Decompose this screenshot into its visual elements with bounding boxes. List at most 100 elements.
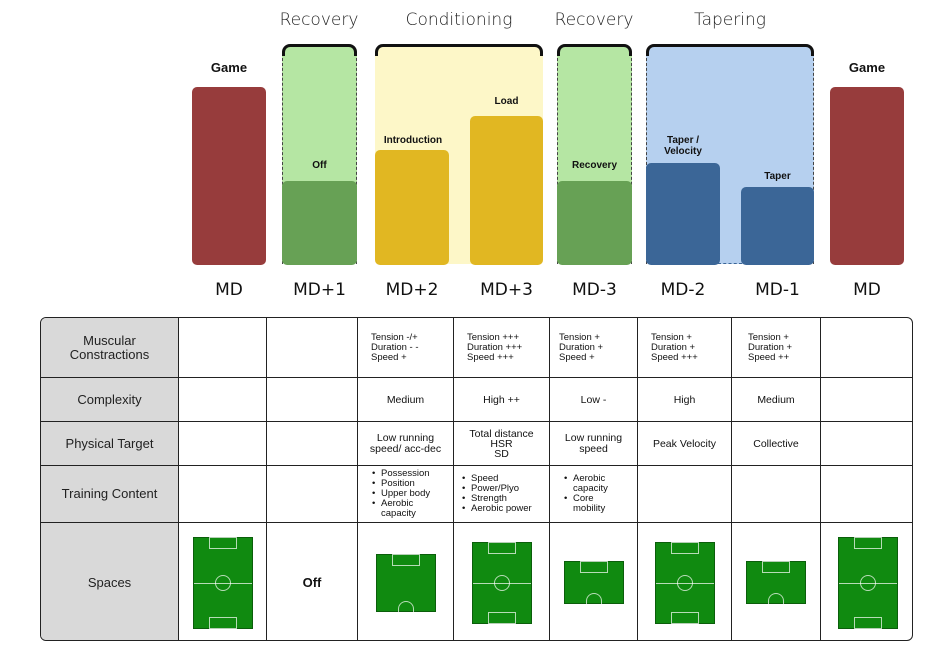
physical-md3-line: Total distance	[469, 427, 534, 440]
cell-physical-md-plus-2: Low running speed/ acc-dec	[358, 422, 454, 465]
pitch-box-top	[670, 541, 699, 554]
training-item-text: capacity	[381, 508, 416, 519]
bar-label-off: Off	[312, 160, 327, 171]
physical-md2-line: Low running	[376, 431, 435, 444]
training-item-continuation: capacity	[573, 483, 608, 494]
pitch-center-circle	[676, 574, 693, 591]
pitch-box-bottom	[487, 611, 516, 624]
pitch-box-bottom	[670, 611, 699, 624]
cell-physical-md-end	[821, 422, 912, 465]
training-item: Speed	[462, 474, 532, 485]
row-header-complexity: Complexity	[41, 378, 179, 421]
muscular-mdm3-line: Speed +	[559, 351, 595, 363]
training-item: Aerobic	[564, 474, 608, 485]
muscular-md3-line: Duration +++	[467, 341, 523, 353]
cell-complexity-md-plus-3: High ++	[454, 378, 550, 421]
game-bar-left	[192, 87, 266, 265]
cell-complexity-md-minus-1: Medium	[732, 378, 821, 421]
training-item: Power/Plyo	[462, 484, 532, 495]
cell-muscular-md-minus-3: Tension + Duration + Speed +	[550, 318, 638, 377]
muscular-mdm1-line: Tension +	[748, 331, 789, 343]
bar-label-taper-velocity: Taper / Velocity	[646, 135, 720, 157]
phase-bracket-conditioning	[375, 44, 543, 56]
row-header-physical: Physical Target	[41, 422, 179, 465]
dashed-edge	[557, 58, 558, 264]
row-header-muscular-line1: Muscular	[83, 332, 136, 348]
pitch-box-top	[853, 536, 882, 549]
cell-complexity-md	[179, 378, 267, 421]
cell-muscular-md-plus-2: Tension -/+ Duration - - Speed +	[358, 318, 454, 377]
dashed-edge	[356, 58, 357, 264]
pitch-box-bottom	[853, 616, 882, 629]
cell-muscular-md	[179, 318, 267, 377]
cell-training-md-end	[821, 466, 912, 522]
pitch-center-circle	[768, 593, 784, 609]
table-row-complexity: Complexity Medium High ++ Low - High Med…	[41, 377, 912, 421]
cell-spaces-md	[179, 523, 267, 640]
muscular-mdm3-line: Tension +	[559, 331, 600, 343]
phase-label-recovery-1: Recovery	[279, 10, 359, 30]
pitch-box-bottom	[208, 616, 237, 629]
pitch-center-circle	[493, 574, 510, 591]
muscular-md3-line: Tension +++	[467, 331, 520, 343]
phase-label-recovery-2: Recovery	[554, 10, 634, 30]
pitch-full	[837, 536, 898, 629]
bar-md-plus-3	[470, 116, 543, 265]
dashed-edge	[813, 58, 814, 264]
bar-md-minus-2	[646, 163, 720, 265]
muscular-mdm3-line: Duration +	[559, 341, 604, 353]
day-label-md-minus-1: MD-1	[755, 280, 800, 300]
day-label-md: MD	[215, 280, 243, 300]
bar-md-minus-3	[557, 181, 632, 265]
pitch-small	[746, 561, 806, 609]
row-header-spaces: Spaces	[41, 523, 179, 640]
training-item: Upper body	[372, 489, 430, 500]
cell-complexity-md-end	[821, 378, 912, 421]
day-label-md-plus-2: MD+2	[385, 280, 439, 300]
cell-muscular-md-minus-2: Tension + Duration + Speed +++	[638, 318, 732, 377]
dashed-edge	[631, 58, 632, 264]
muscular-mdm2-line: Speed +++	[651, 351, 698, 363]
physical-md3-line: SD	[494, 447, 509, 460]
table-row-physical: Physical Target Low running speed/ acc-de…	[41, 421, 912, 465]
table-row-spaces: Spaces Off	[41, 522, 912, 640]
spaces-off-label: Off	[302, 574, 322, 590]
training-item: Strength	[462, 494, 532, 505]
pitch-full	[192, 536, 253, 629]
training-item: Aerobic power	[462, 504, 532, 515]
cell-complexity-md-plus-1	[267, 378, 358, 421]
muscular-md2-line: Speed +	[371, 351, 407, 363]
phase-bracket-tapering	[646, 44, 814, 56]
pitch-box-top	[208, 536, 237, 549]
pitch-box-top	[391, 553, 420, 566]
pitch-center-circle	[397, 600, 414, 617]
row-header-muscular: Muscular Constractions	[41, 318, 179, 377]
bar-label-taper-velocity-line1: Taper /	[666, 135, 700, 146]
muscular-mdm1-line: Speed ++	[748, 351, 790, 363]
muscular-md2-line: Duration - -	[371, 341, 419, 353]
cell-physical-md-plus-3: Total distance HSR SD	[454, 422, 550, 465]
cell-spaces-md-minus-1	[732, 523, 821, 640]
physical-md3-line: HSR	[490, 437, 513, 450]
dashed-edge	[646, 58, 647, 264]
muscular-md2-line: Tension -/+	[371, 331, 418, 343]
pitch-box-top	[487, 541, 516, 554]
pitch-center-circle	[214, 574, 231, 591]
cell-muscular-md-plus-1	[267, 318, 358, 377]
physical-md2-line: speed/ acc-dec	[369, 442, 442, 455]
cell-training-md-minus-1	[732, 466, 821, 522]
table-row-training: Training Content Possession Position Upp…	[41, 465, 912, 522]
bar-md-plus-1	[282, 181, 357, 265]
cell-physical-md-minus-1: Collective	[732, 422, 821, 465]
training-item: Aerobic	[372, 499, 430, 510]
cell-training-md	[179, 466, 267, 522]
cell-spaces-md-end	[821, 523, 912, 640]
cell-muscular-md-end	[821, 318, 912, 377]
row-header-training: Training Content	[41, 466, 179, 522]
pitch-box-top	[579, 561, 608, 573]
pitch-medium	[375, 553, 436, 617]
row-header-muscular-line2: Constractions	[69, 346, 150, 362]
cell-spaces-md-plus-2	[358, 523, 454, 640]
dashed-baseline	[718, 263, 742, 264]
pitch-large	[654, 541, 715, 624]
